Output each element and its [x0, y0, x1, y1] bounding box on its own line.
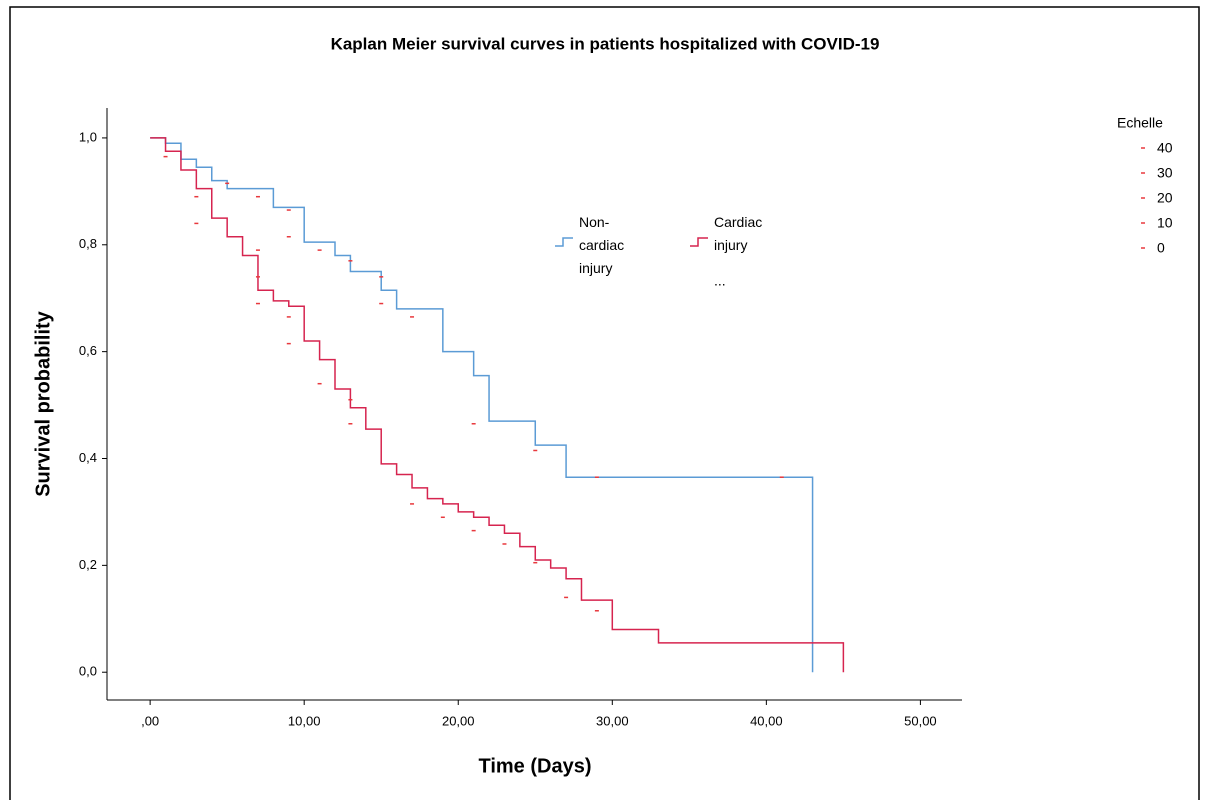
legend-item: Non-cardiac injury [579, 214, 625, 276]
x-tick-label: 50,00 [904, 713, 937, 728]
size-legend-label: 10 [1157, 215, 1173, 231]
x-axis-label: Time (Days) [478, 755, 591, 777]
size-legend-label: 0 [1157, 240, 1165, 256]
size-legend-label: 30 [1157, 165, 1173, 181]
y-tick-label: 0,8 [79, 236, 97, 251]
legend-label: Non-cardiac injury [579, 214, 625, 276]
y-tick-label: 0,6 [79, 343, 97, 358]
x-tick-label: 20,00 [442, 713, 475, 728]
chart-title: Kaplan Meier survival curves in patients… [331, 34, 880, 53]
x-tick-label: 10,00 [288, 713, 321, 728]
survival-curve [150, 137, 845, 673]
size-legend-title: Echelle [1117, 115, 1163, 131]
y-tick-label: 1,0 [79, 129, 97, 144]
legend-swatch [555, 237, 573, 247]
survival-curve [150, 137, 814, 673]
x-tick-label: ,00 [141, 713, 159, 728]
y-axis-label: Survival probability [32, 310, 54, 496]
size-legend-label: 20 [1157, 190, 1173, 206]
y-tick-label: 0,4 [79, 450, 97, 465]
legend-item: Cardiac injury [714, 214, 763, 253]
size-legend-label: 40 [1157, 140, 1173, 156]
x-tick-label: 30,00 [596, 713, 629, 728]
legend-label: Cardiac injury [714, 214, 763, 253]
legend-swatch [690, 237, 708, 247]
y-tick-label: 0,0 [79, 664, 97, 679]
frame [9, 6, 1200, 805]
legend-more: ... [714, 273, 726, 289]
y-tick-label: 0,2 [79, 557, 97, 572]
x-tick-label: 40,00 [750, 713, 783, 728]
